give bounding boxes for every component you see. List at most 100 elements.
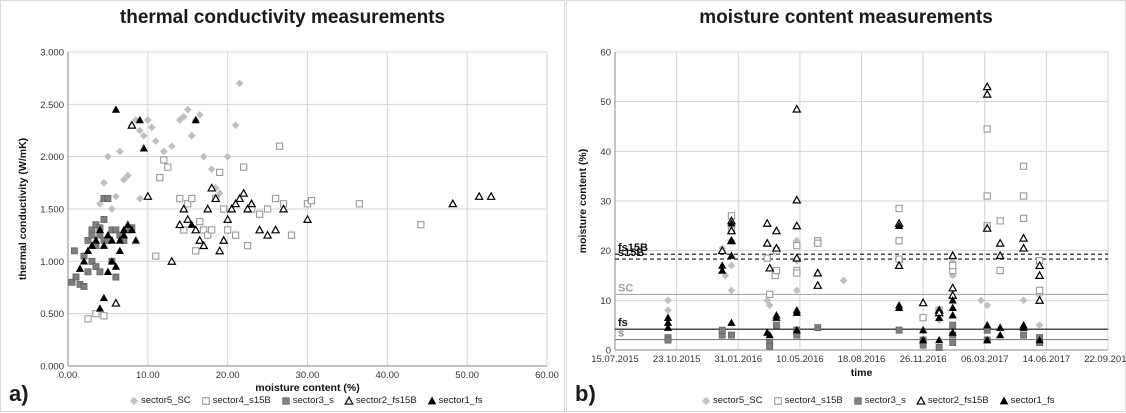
legend-marker — [282, 396, 290, 405]
series-sector2_fs15B — [717, 81, 1045, 317]
y-tick-label: 0.500 — [40, 309, 64, 320]
data-point — [112, 226, 120, 234]
x-tick-label: 26.11.2016 — [900, 354, 947, 365]
data-point — [995, 250, 1005, 260]
data-point — [792, 253, 802, 262]
data-point — [983, 320, 992, 329]
data-point — [147, 123, 156, 132]
x-tick-label: 50.00 — [455, 370, 479, 381]
y-tick-label: 10 — [600, 296, 611, 307]
data-point — [1034, 295, 1045, 304]
x-tick-label: 22.09.2017 — [1084, 354, 1126, 365]
data-point — [792, 195, 802, 204]
data-point — [766, 290, 774, 299]
data-point — [111, 298, 121, 307]
data-point — [262, 230, 273, 239]
series-sector1_fs — [663, 219, 1044, 344]
data-point — [215, 246, 225, 255]
legend-marker-shape — [701, 396, 711, 405]
series-sector3_s — [68, 195, 136, 290]
data-point — [1018, 233, 1029, 242]
data-point — [139, 144, 148, 152]
data-point — [219, 235, 229, 244]
data-point — [1034, 270, 1045, 279]
data-point — [255, 210, 264, 218]
data-point — [919, 314, 927, 322]
x-tick-label: 30.00 — [296, 370, 320, 381]
data-point — [92, 263, 100, 270]
y-tick-label: 1.500 — [40, 205, 64, 216]
legend-item: sector2_fs15B — [916, 395, 989, 406]
series-sector1_fs — [75, 105, 200, 312]
data-point — [107, 236, 117, 244]
data-point — [278, 204, 289, 213]
x-tick-label: 20.00 — [216, 370, 240, 381]
legend-marker — [344, 395, 354, 405]
x-tick-label: 40.00 — [375, 370, 399, 381]
axes: 0.000 0.500 1.000 1.500 2.000 2.500 3.000 0.00 1… — [40, 48, 559, 382]
data-point — [1019, 162, 1028, 170]
data-point — [1035, 321, 1044, 330]
data-point — [771, 225, 782, 235]
scatter-plot-b: 0 10 20 30 40 50 60 15.07.2015 23.10.2015 31.01.2… — [577, 48, 1126, 380]
legend-marker — [427, 396, 436, 404]
data-point — [996, 330, 1005, 339]
data-point — [763, 254, 771, 262]
data-point — [977, 296, 986, 305]
data-point — [115, 236, 125, 244]
data-point — [215, 189, 224, 198]
x-tick-label: 0.00 — [59, 370, 78, 381]
data-point — [949, 339, 957, 346]
data-point — [792, 325, 801, 334]
data-point — [176, 194, 184, 203]
data-point — [115, 246, 125, 255]
data-point — [70, 247, 78, 255]
x-tick-label: 10.00 — [136, 370, 160, 381]
legend-item: sector5_SC — [129, 395, 191, 406]
x-tick-label: 23.10.2015 — [653, 354, 701, 365]
data-point — [143, 116, 152, 124]
data-point — [948, 250, 958, 260]
data-point — [235, 193, 245, 203]
data-point — [263, 205, 272, 213]
data-point — [100, 312, 108, 320]
x-tick-label: 15.07.2015 — [591, 354, 639, 365]
data-point — [135, 115, 144, 124]
data-point — [111, 192, 120, 201]
data-point — [127, 225, 136, 234]
y-tick-label: 2.000 — [40, 152, 64, 163]
data-point — [159, 147, 168, 156]
data-point — [1019, 214, 1028, 223]
y-tick-label: 40 — [600, 147, 611, 158]
data-point — [727, 236, 736, 244]
data-point — [772, 313, 781, 321]
data-point — [254, 225, 265, 234]
data-point — [773, 321, 780, 329]
data-point — [80, 283, 88, 290]
data-point — [717, 245, 727, 255]
legend-label: sector2_fs15B — [355, 395, 417, 406]
data-point — [718, 326, 726, 334]
data-point — [191, 225, 201, 234]
reference-line-label: SC — [618, 282, 633, 294]
data-point — [765, 301, 774, 310]
data-point — [199, 152, 208, 161]
data-point — [948, 311, 957, 319]
data-point — [84, 268, 92, 276]
data-point — [199, 240, 209, 250]
data-point — [727, 261, 736, 270]
data-point — [232, 231, 240, 239]
data-point — [211, 193, 221, 203]
legend-label: sector5_SC — [141, 395, 191, 406]
legend-label: sector4_s15B — [212, 395, 271, 406]
data-point — [983, 335, 992, 344]
data-point — [664, 296, 672, 305]
data-point — [792, 286, 801, 295]
reference-line-label: fs — [618, 317, 628, 329]
legend-item: sector5_SC — [701, 395, 763, 406]
data-point — [92, 310, 100, 318]
series-sector4_s15B — [84, 142, 425, 323]
legend-item: sector1_fs — [999, 395, 1054, 406]
y-tick-label: 60 — [600, 48, 611, 59]
legend-marker — [916, 395, 926, 405]
